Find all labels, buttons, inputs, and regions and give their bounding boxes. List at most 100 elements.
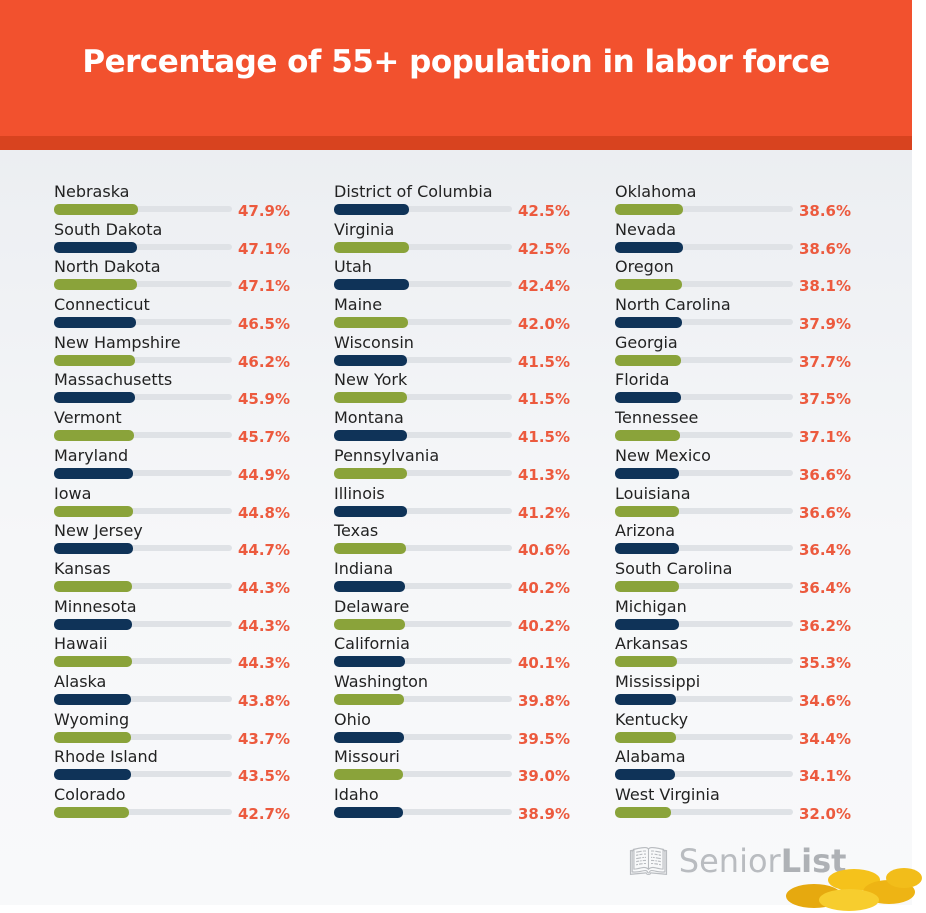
- bar-track: [334, 319, 512, 326]
- bar: [615, 505, 680, 517]
- bar-row: Minnesota 44.3%: [54, 595, 294, 635]
- bar-value-label: 36.6%: [798, 503, 851, 522]
- bar-value-label: 38.6%: [798, 239, 851, 258]
- bar-label: Colorado: [54, 785, 126, 804]
- bar: [334, 279, 409, 291]
- bar-value-label: 47.1%: [237, 239, 290, 258]
- bar-row: Washington 39.8%: [334, 670, 574, 710]
- bar-row: Colorado 42.7%: [54, 783, 294, 823]
- bar-row: Connecticut 46.5%: [54, 293, 294, 333]
- logo-text: Senior: [678, 842, 781, 880]
- bar-label: Alabama: [615, 747, 686, 767]
- bar-value-label: 42.0%: [517, 315, 570, 334]
- bar-label: Kentucky: [615, 709, 689, 729]
- bar-label: Georgia: [615, 332, 678, 352]
- bar-label: Michigan: [615, 596, 687, 616]
- bar-row: New Hampshire 46.2%: [54, 331, 294, 371]
- bar-label: California: [334, 634, 410, 654]
- bar-track: [334, 658, 512, 665]
- bar-row: Indiana 40.2%: [334, 557, 574, 597]
- bar-track: [334, 206, 512, 212]
- bar-track: [334, 695, 512, 702]
- bar: [54, 430, 135, 442]
- bar-track: [615, 469, 793, 476]
- bar: [615, 618, 679, 630]
- column-1: Nebraska 47.9% South Dakota 47.1% North Dako…: [54, 180, 294, 823]
- bar-label: Nebraska: [54, 182, 130, 201]
- bar-value-label: 41.2%: [517, 503, 570, 522]
- bar-track: [54, 394, 232, 401]
- bar-track: [334, 620, 512, 627]
- bar: [615, 731, 676, 743]
- bar: [54, 204, 139, 215]
- bar-track: [615, 809, 793, 815]
- bar-label: Oklahoma: [615, 182, 697, 201]
- bar-value-label: 42.5%: [517, 202, 570, 220]
- bar-value-label: 41.3%: [517, 465, 570, 484]
- bar-row: Georgia 37.7%: [615, 331, 855, 371]
- bar-label: Montana: [334, 408, 404, 428]
- bar-value-label: 37.9%: [798, 315, 851, 334]
- bar-value-label: 38.6%: [798, 202, 851, 220]
- bar-row: New Mexico 36.6%: [615, 444, 855, 484]
- bar-label: Arizona: [615, 521, 676, 541]
- bar: [334, 769, 403, 781]
- bar-label: Texas: [334, 521, 379, 541]
- bar-value-label: 45.7%: [237, 428, 290, 447]
- bar-row: Rhode Island 43.5%: [54, 745, 294, 785]
- bar-row: Arizona 36.4%: [615, 519, 855, 559]
- bar-label: New York: [334, 370, 408, 390]
- bar-track: [334, 809, 512, 815]
- bar-label: District of Columbia: [334, 182, 493, 201]
- bar-row: Tennessee 37.1%: [615, 406, 855, 447]
- bar-track: [54, 733, 232, 740]
- bar-track: [615, 206, 793, 212]
- bar-label: Ohio: [334, 709, 371, 729]
- bar-row: Massachusetts 45.9%: [54, 368, 294, 408]
- bar-value-label: 35.3%: [798, 654, 851, 673]
- bar-row: New York 41.5%: [334, 368, 574, 408]
- bar: [54, 543, 133, 555]
- bar-value-label: 42.7%: [237, 805, 290, 823]
- bar: [615, 656, 678, 668]
- bar: [615, 467, 680, 479]
- bar-value-label: 39.8%: [517, 691, 570, 710]
- bar-row: South Carolina 36.4%: [615, 557, 855, 597]
- bar-row: Vermont 45.7%: [54, 406, 294, 447]
- bar: [54, 467, 133, 479]
- bar-label: Minnesota: [54, 596, 137, 616]
- bar: [334, 430, 407, 442]
- bar-track: [334, 507, 512, 514]
- bar: [615, 543, 680, 555]
- column-2: District of Columbia 42.5% Virginia 42.5% Ut…: [334, 180, 574, 823]
- bar-label: Maryland: [54, 445, 129, 465]
- bar-value-label: 41.5%: [517, 428, 570, 447]
- bar-value-label: 37.1%: [798, 428, 851, 447]
- bar: [54, 580, 132, 592]
- bar-label: New Mexico: [615, 445, 711, 465]
- bar: [334, 467, 407, 479]
- bar-track: [615, 620, 793, 627]
- bar: [334, 392, 407, 404]
- bar-track: [54, 771, 232, 778]
- bar-value-label: 32.0%: [798, 805, 851, 823]
- bar-track: [54, 620, 232, 627]
- bar-row: Maine 42.0%: [334, 293, 574, 334]
- gold-coins-icon: [786, 868, 922, 911]
- bar-label: Maine: [334, 295, 383, 315]
- bar: [54, 618, 132, 630]
- bar-track: [615, 356, 793, 363]
- bar-track: [334, 243, 512, 250]
- bar-label: Connecticut: [54, 295, 150, 315]
- bar-label: Illinois: [334, 483, 385, 503]
- bar-value-label: 42.4%: [517, 277, 570, 296]
- bar-row: Montana 41.5%: [334, 406, 574, 447]
- bar-value-label: 38.1%: [798, 277, 851, 296]
- bar-label: Louisiana: [615, 483, 691, 503]
- bar-value-label: 46.2%: [237, 352, 290, 371]
- bar-track: [334, 394, 512, 401]
- bar: [615, 580, 680, 592]
- bar-track: [54, 695, 232, 702]
- bar: [334, 807, 403, 818]
- bar-track: [54, 507, 232, 514]
